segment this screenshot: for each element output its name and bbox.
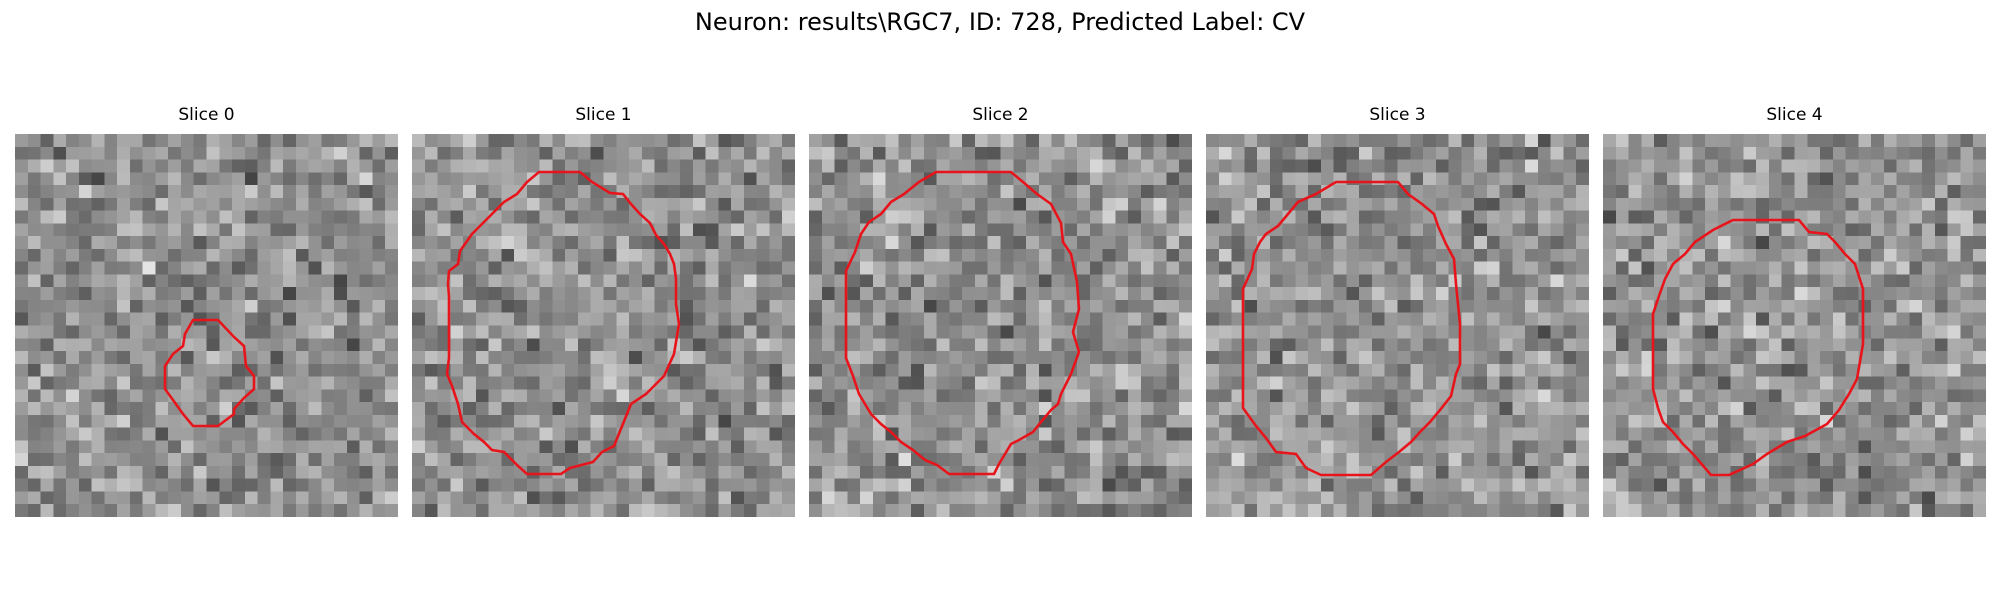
slice-image-2 <box>809 134 1192 517</box>
slice-contour-4 <box>1651 218 1865 477</box>
slice-panel-4: Slice 4 <box>1603 105 1986 517</box>
slice-contour-3 <box>1241 180 1462 477</box>
slice-panel-2: Slice 2 <box>809 105 1192 517</box>
slice-title-2: Slice 2 <box>972 105 1029 125</box>
slice-image-4 <box>1603 134 1986 517</box>
slice-panel-1: Slice 1 <box>412 105 795 517</box>
slice-contour-2 <box>844 170 1081 476</box>
slice-panel-0: Slice 0 <box>15 105 398 517</box>
slice-title-0: Slice 0 <box>178 105 235 125</box>
slice-contour-1 <box>445 170 681 476</box>
slice-panel-3: Slice 3 <box>1206 105 1589 517</box>
slice-title-3: Slice 3 <box>1369 105 1426 125</box>
slice-contour-0 <box>163 318 256 428</box>
figure-title: Neuron: results\RGC7, ID: 728, Predicted… <box>694 8 1306 36</box>
slice-title-1: Slice 1 <box>575 105 632 125</box>
slice-image-0 <box>15 134 398 517</box>
slice-title-4: Slice 4 <box>1766 105 1823 125</box>
slice-image-1 <box>412 134 795 517</box>
